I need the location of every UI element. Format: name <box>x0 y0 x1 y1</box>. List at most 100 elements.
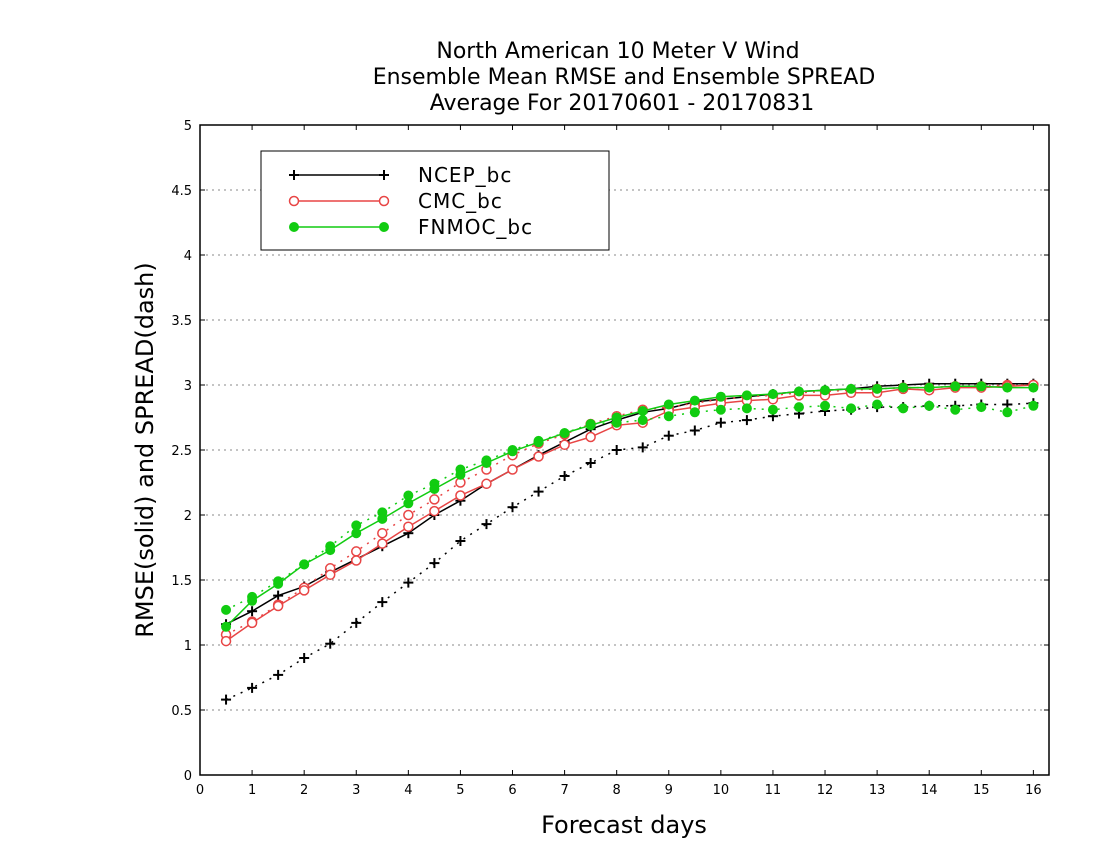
fnmoc-bc-spread-point-26 <box>898 403 909 414</box>
ncep-bc-spread-point-9 <box>455 536 466 546</box>
fnmoc-bc-rmse-point-6 <box>377 513 388 524</box>
fnmoc-bc-rmse-point-22 <box>793 386 804 397</box>
cmc-bc-rmse-point-11 <box>507 464 518 475</box>
ncep-bc-spread-point-15 <box>611 445 622 455</box>
fnmoc-bc-spread-point-0 <box>221 604 232 615</box>
fnmoc-bc-rmse-point-11 <box>507 446 518 457</box>
ncep-bc-spread-point-11 <box>507 502 518 513</box>
y-tick-label-3: 1.5 <box>171 574 192 589</box>
ncep-bc-spread-point-7 <box>403 577 414 588</box>
fnmoc-bc-rmse-point-28 <box>950 381 961 392</box>
legend-marker-left-ncep-bc <box>289 170 299 180</box>
ncep-bc-spread-point-20 <box>741 415 752 426</box>
cmc-bc-spread-point-8 <box>429 494 440 505</box>
cmc-bc-rmse-point-9 <box>455 490 466 501</box>
x-tick-label-11: 11 <box>765 783 782 798</box>
cmc-bc-rmse-point-6 <box>377 538 388 549</box>
y-tick-label-8: 4 <box>184 249 192 264</box>
fnmoc-bc-rmse-point-14 <box>585 420 596 431</box>
cmc-bc-rmse-point-1 <box>246 617 258 629</box>
cmc-bc-spread-point-5 <box>351 546 362 557</box>
fnmoc-bc-spread-point-17 <box>663 411 674 422</box>
fnmoc-bc-rmse-point-1 <box>247 595 258 606</box>
ncep-bc-rmse-point-1 <box>247 606 258 617</box>
x-tick-label-9: 9 <box>665 783 673 798</box>
fnmoc-bc-rmse-point-13 <box>559 428 570 439</box>
chart-title-line-3: Average For 20170601 - 20170831 <box>430 91 815 116</box>
fnmoc-bc-rmse-point-8 <box>429 484 440 494</box>
cmc-bc-spread-point-6 <box>377 527 388 539</box>
fnmoc-bc-rmse-point-7 <box>403 498 414 509</box>
ncep-bc-spread-point-14 <box>585 458 596 468</box>
fnmoc-bc-rmse-point-16 <box>637 406 648 416</box>
axis-ticks: 0 1 2 3 4 5 6 7 8 9 10 11 12 13 14 15 1600.511.522.533.5… <box>171 119 1049 798</box>
fnmoc-bc-rmse-point-3 <box>299 559 310 570</box>
legend-entry-fnmoc-bc: FNMOC_bc <box>289 215 532 239</box>
ncep-bc-rmse-line <box>225 382 1034 625</box>
cmc-bc-rmse-point-7 <box>403 521 414 532</box>
ncep-bc-spread-point-10 <box>481 519 492 530</box>
cmc-bc-spread-line <box>225 384 1034 636</box>
legend-marker-right-cmc-bc <box>378 195 390 207</box>
ncep-bc-spread-line <box>225 402 1034 701</box>
fnmoc-bc-rmse-point-21 <box>767 389 778 400</box>
ncep-bc-spread-point-16 <box>637 442 648 453</box>
ncep-bc-spread-point-1 <box>247 682 258 693</box>
cmc-bc-rmse-point-13 <box>559 439 570 451</box>
ncep-bc-spread-point-13 <box>559 471 570 481</box>
fnmoc-bc-rmse-point-9 <box>455 469 466 480</box>
legend-label-cmc-bc: CMC_bc <box>418 189 503 213</box>
legend-marker-right-ncep-bc <box>379 170 389 180</box>
ncep-bc-spread-point-4 <box>325 638 336 649</box>
cmc-bc-rmse-point-10 <box>481 478 492 490</box>
fnmoc-bc-spread-point-22 <box>793 402 804 413</box>
fnmoc-bc-spread-point-29 <box>976 402 987 413</box>
x-tick-label-2: 2 <box>300 783 308 798</box>
fnmoc-bc-rmse-point-23 <box>820 385 831 396</box>
legend-entry-ncep-bc: NCEP_bc <box>289 163 512 187</box>
fnmoc-bc-spread-point-19 <box>715 404 726 415</box>
x-tick-label-14: 14 <box>921 783 938 798</box>
fnmoc-bc-rmse-point-0 <box>221 621 232 632</box>
y-tick-label-5: 2.5 <box>171 444 192 459</box>
fnmoc-bc-rmse-line <box>225 385 1034 628</box>
ncep-bc-spread-point-6 <box>377 597 388 608</box>
fnmoc-bc-rmse-point-18 <box>689 395 700 406</box>
fnmoc-bc-spread-line <box>225 403 1034 611</box>
y-tick-label-0: 0 <box>184 769 192 784</box>
x-tick-label-13: 13 <box>869 783 886 798</box>
fnmoc-bc-rmse-point-26 <box>898 382 909 393</box>
y-tick-label-9: 4.5 <box>171 184 192 199</box>
fnmoc-bc-spread-point-27 <box>924 400 935 411</box>
x-tick-label-15: 15 <box>973 783 990 798</box>
fnmoc-bc-spread-point-25 <box>872 399 883 410</box>
x-tick-label-6: 6 <box>508 783 516 798</box>
fnmoc-bc-spread-point-16 <box>637 415 648 426</box>
fnmoc-bc-rmse-point-25 <box>872 383 883 394</box>
fnmoc-bc-rmse-point-27 <box>924 382 935 393</box>
ncep-bc-spread-point-12 <box>533 486 544 497</box>
fnmoc-bc-rmse-point-4 <box>325 545 336 556</box>
x-tick-label-1: 1 <box>248 783 256 798</box>
cmc-bc-rmse-point-4 <box>324 569 336 581</box>
ncep-bc-spread-point-8 <box>429 558 440 569</box>
y-tick-label-10: 5 <box>184 119 192 134</box>
x-axis-title: Forecast days <box>541 811 707 839</box>
ncep-bc-spread-point-3 <box>299 653 310 663</box>
chart-title-line-1: North American 10 Meter V Wind <box>436 39 799 64</box>
x-tick-label-4: 4 <box>404 783 412 798</box>
chart-title-line-2: Ensemble Mean RMSE and Ensemble SPREAD <box>373 65 876 90</box>
y-axis-title: RMSE(solid) and SPREAD(dash) <box>131 262 159 638</box>
fnmoc-bc-spread-point-30 <box>1002 407 1013 418</box>
cmc-bc-rmse-line <box>225 384 1034 642</box>
legend-label-ncep-bc: NCEP_bc <box>418 163 512 187</box>
x-tick-label-12: 12 <box>817 783 834 798</box>
series-fnmoc-bc <box>221 381 1039 632</box>
ncep-bc-spread-point-18 <box>689 425 700 436</box>
fnmoc-bc-rmse-point-2 <box>273 578 284 589</box>
fnmoc-bc-spread-point-21 <box>767 404 778 415</box>
ncep-bc-spread-point-0 <box>221 694 232 705</box>
y-tick-label-7: 3.5 <box>171 314 192 329</box>
